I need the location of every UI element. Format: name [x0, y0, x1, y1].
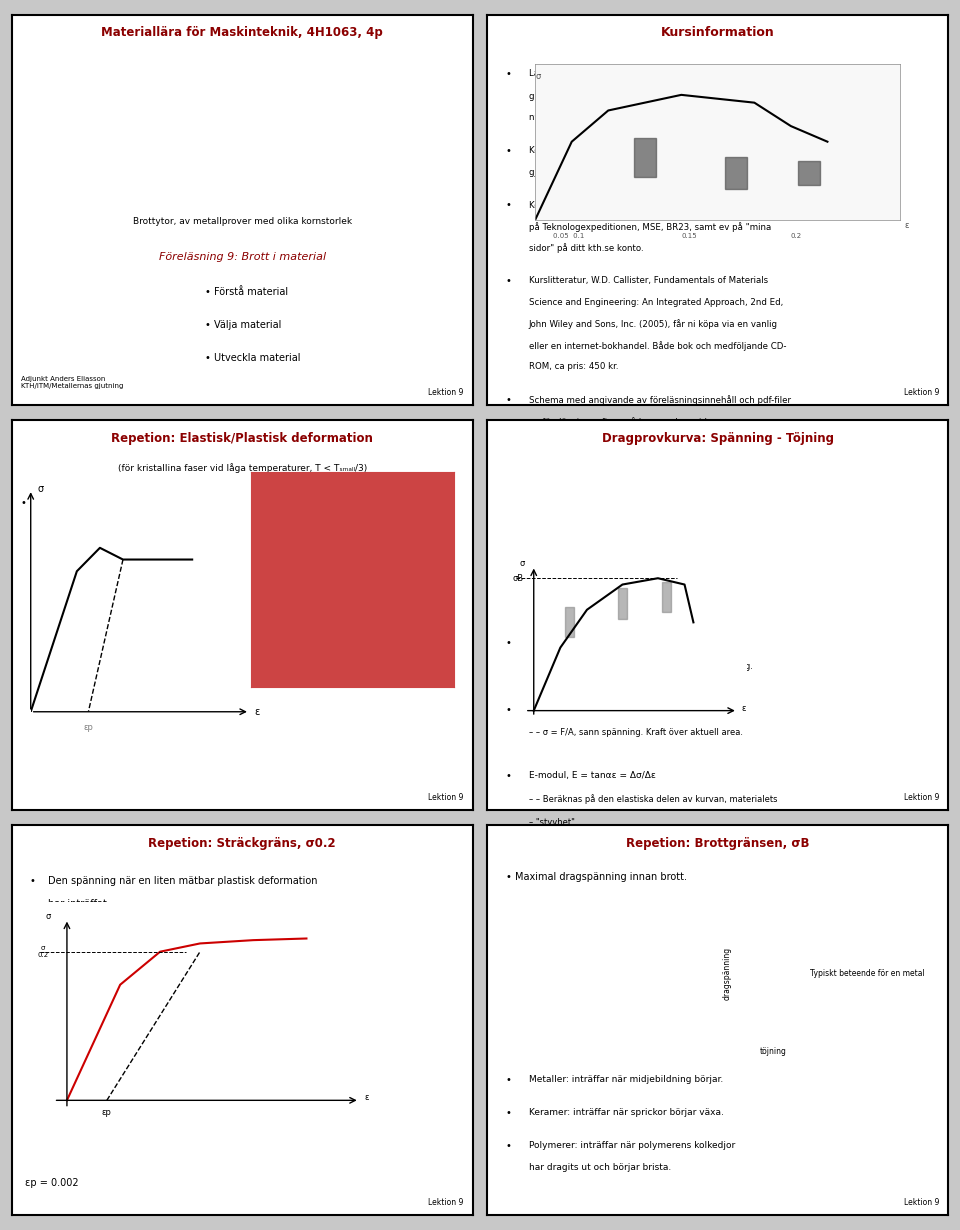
Text: •: • — [506, 277, 512, 287]
Text: •: • — [506, 395, 512, 406]
Text: Dragprovkurva: Spänning - Töjning: Dragprovkurva: Spänning - Töjning — [602, 432, 834, 444]
Bar — [662, 582, 671, 613]
Text: eller en internet-bokhandel. Både bok och medföljande CD-: eller en internet-bokhandel. Både bok oc… — [529, 341, 786, 351]
Text: •: • — [506, 705, 512, 715]
Text: σ: σ — [536, 73, 540, 81]
Text: σB: σB — [513, 573, 523, 583]
Text: ε: ε — [741, 704, 746, 712]
Text: •: • — [506, 638, 512, 648]
Text: Typiskt beteende för en metal: Typiskt beteende för en metal — [810, 969, 924, 978]
Text: på Teknologexpeditionen, MSE, BR23, samt ev på "mina: på Teknologexpeditionen, MSE, BR23, samt… — [529, 221, 771, 231]
Text: Kursinformation: Kursinformation — [661, 27, 775, 39]
Text: Kontrollskrivningen: Resultat av KS anslås senast 2006-12-09: Kontrollskrivningen: Resultat av KS ansl… — [529, 200, 794, 210]
Text: – "styvhet".: – "styvhet". — [529, 818, 577, 827]
Text: glöm inte tårta till assistenten ☺ Vid ej gk labtest måste ett: glöm inte tårta till assistenten ☺ Vid e… — [529, 91, 787, 101]
Text: ROM, ca pris: 450 kr.: ROM, ca pris: 450 kr. — [529, 362, 618, 371]
Text: • Välja material: • Välja material — [205, 320, 281, 330]
Text: Lektion 9: Lektion 9 — [904, 793, 939, 802]
Text: Materiallära för Maskinteknik, 4H1063, 4p: Materiallära för Maskinteknik, 4H1063, 4… — [102, 27, 383, 39]
Text: 0.05  0.1: 0.05 0.1 — [554, 234, 585, 240]
Bar — [725, 157, 747, 188]
Text: Obs: Hemsidan är inte statisk utan uppdateras kontinuerligt.: Obs: Hemsidan är inte statisk utan uppda… — [529, 460, 791, 469]
Bar — [618, 588, 627, 619]
Text: ε: ε — [904, 220, 908, 230]
Text: ε: ε — [254, 707, 260, 717]
Text: σ: σ — [37, 485, 44, 494]
Text: – – σ = F/A, sann spänning. Kraft över aktuell area.: – – σ = F/A, sann spänning. Kraft över a… — [529, 728, 743, 737]
Text: Kontakta Matilda Tehler, matildat@mse.kth.se om du inte har: Kontakta Matilda Tehler, matildat@mse.kt… — [529, 145, 794, 155]
Text: www.mse.kth.se/utbildning/4H1063/kursPM-4H1063.html: www.mse.kth.se/utbildning/4H1063/kursPM-… — [529, 438, 776, 448]
Text: gjort en lab, av någon anledning...: gjort en lab, av någon anledning... — [529, 167, 677, 177]
Text: Lektion 9: Lektion 9 — [428, 1198, 464, 1208]
Text: – – Beräknas på den elastiska delen av kurvan, materialets: – – Beräknas på den elastiska delen av k… — [529, 795, 778, 804]
Text: ε: ε — [365, 1093, 370, 1102]
Text: Kurslitteratur, W.D. Callister, Fundamentals of Materials: Kurslitteratur, W.D. Callister, Fundamen… — [529, 277, 768, 285]
Text: Spänning, σ = F/A₀ (teknologisk)): Spänning, σ = F/A₀ (teknologisk)) — [529, 705, 680, 713]
Text: Lektion 9: Lektion 9 — [428, 793, 464, 802]
Text: Lektion 9: Lektion 9 — [904, 389, 939, 397]
Text: σ: σ — [519, 558, 525, 567]
Text: •: • — [506, 1108, 512, 1118]
Text: sidor" på ditt kth.se konto.: sidor" på ditt kth.se konto. — [529, 244, 643, 253]
Text: Schema med angivande av föreläsningsinnehåll och pdf-filer: Schema med angivande av föreläsningsinne… — [529, 395, 791, 405]
Text: – – ε=ln(L/L₀), naturlig, sann eller logaritmisk töjning.: – – ε=ln(L/L₀), naturlig, sann eller log… — [529, 662, 753, 670]
Text: dragspänning: dragspänning — [723, 947, 732, 1000]
Text: •: • — [506, 1141, 512, 1151]
Text: εp: εp — [84, 723, 93, 733]
Bar — [798, 161, 820, 184]
Text: • Enaxlig dragning:: • Enaxlig dragning: — [21, 498, 115, 508]
Text: •: • — [506, 145, 512, 155]
Text: Metaller: inträffar när midjebildning börjar.: Metaller: inträffar när midjebildning bö… — [529, 1075, 723, 1084]
Text: •: • — [506, 200, 512, 210]
Text: (för kristallina faser vid låga temperaturer, T < Tₛₘₐₗₗ/3): (för kristallina faser vid låga temperat… — [117, 462, 367, 472]
Text: har dragits ut och börjar brista.: har dragits ut och börjar brista. — [529, 1162, 671, 1171]
Text: nytt utföras senare för att få gk på lab, se länk på hemsidan.: nytt utföras senare för att få gk på lab… — [529, 112, 792, 122]
Text: Lektion 9: Lektion 9 — [428, 389, 464, 397]
Text: töjning: töjning — [759, 1047, 786, 1055]
Text: •: • — [506, 1075, 512, 1085]
Text: av föreläsningar finns på kursens hemsida:: av föreläsningar finns på kursens hemsid… — [529, 417, 714, 427]
Text: när εp = 0.002 (0.2%): när εp = 0.002 (0.2%) — [265, 930, 373, 940]
Text: Lab 4, börjar ges under nästa vecka (v.48). Obs, sista labben,: Lab 4, börjar ges under nästa vecka (v.4… — [529, 69, 794, 79]
Text: 0.15: 0.15 — [682, 234, 697, 240]
Text: Den spänning när en liten mätbar plastisk deformation: Den spänning när en liten mätbar plastis… — [48, 876, 318, 886]
Text: • Maximal dragspänning innan brott.: • Maximal dragspänning innan brott. — [506, 872, 686, 882]
Text: εp: εp — [102, 1108, 111, 1117]
Text: Keramer: inträffar när sprickor börjar växa.: Keramer: inträffar när sprickor börjar v… — [529, 1108, 724, 1117]
Text: Repetion: Brottgränsen, σB: Repetion: Brottgränsen, σB — [626, 836, 809, 850]
Text: E-modul, E = tanαε = Δσ/Δε: E-modul, E = tanαε = Δσ/Δε — [529, 771, 656, 780]
Text: Science and Engineering: An Integrated Approach, 2nd Ed,: Science and Engineering: An Integrated A… — [529, 298, 783, 306]
Bar — [564, 608, 574, 637]
Text: •: • — [30, 876, 36, 886]
Text: Brottytor, av metallprover med olika kornstorlek: Brottytor, av metallprover med olika kor… — [132, 218, 351, 226]
Text: Lektion 9: Lektion 9 — [904, 1198, 939, 1208]
Text: σ
0.2: σ 0.2 — [37, 945, 49, 958]
Text: John Wiley and Sons, Inc. (2005), får ni köpa via en vanlig: John Wiley and Sons, Inc. (2005), får ni… — [529, 320, 778, 330]
Text: Repetion: Elastisk/Plastisk deformation: Repetion: Elastisk/Plastisk deformation — [111, 432, 373, 444]
Bar — [634, 138, 656, 177]
Text: 0.2: 0.2 — [791, 234, 802, 240]
Text: Föreläsning 9: Brott i material: Föreläsning 9: Brott i material — [158, 252, 325, 262]
Text: • Utveckla material: • Utveckla material — [205, 353, 300, 363]
Text: • Förstå material: • Förstå material — [205, 287, 288, 296]
Text: εp = 0.002: εp = 0.002 — [25, 1178, 79, 1188]
Text: har inträffat.: har inträffat. — [48, 899, 110, 909]
Text: Adjunkt Anders Eliasson
KTH/ITM/Metallernas gjutning: Adjunkt Anders Eliasson KTH/ITM/Metaller… — [21, 376, 123, 390]
Text: •: • — [506, 771, 512, 781]
Text: Polymerer: inträffar när polymerens kolkedjor: Polymerer: inträffar när polymerens kolk… — [529, 1141, 735, 1150]
Text: Repetion: Sträckgräns, σ0.2: Repetion: Sträckgräns, σ0.2 — [149, 836, 336, 850]
Text: σ: σ — [46, 911, 51, 921]
Text: Töjning, ε = ΔL/L₀(teknologisk): Töjning, ε = ΔL/L₀(teknologisk) — [529, 638, 666, 647]
Text: •: • — [506, 69, 512, 80]
